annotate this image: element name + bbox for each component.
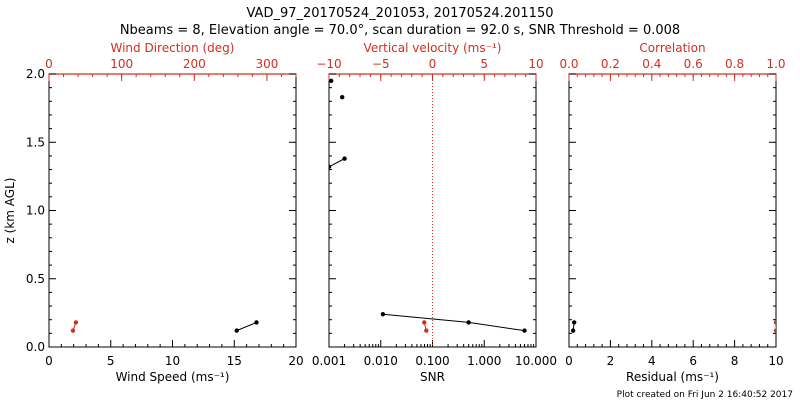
x-tick-label: 0 bbox=[45, 354, 53, 368]
panel-right: 0 2 4 6 8 10 Residual (ms⁻¹) 0.0 0.2 0.4 0.6 0.8 1.0… bbox=[559, 41, 785, 384]
x-tick-label: 10 bbox=[768, 354, 783, 368]
plot-frame bbox=[568, 73, 777, 348]
data-point bbox=[570, 328, 576, 333]
y-tick-label: 1.0 bbox=[26, 204, 45, 218]
data-point bbox=[329, 78, 334, 84]
top-tick-label: 0 bbox=[45, 57, 53, 71]
y-tick-label: 2.0 bbox=[26, 67, 45, 81]
data-point bbox=[773, 320, 776, 325]
x-tick-label: 10 bbox=[165, 354, 180, 368]
x-tick-label: 0.100 bbox=[415, 354, 449, 368]
top-tick-label: 100 bbox=[110, 57, 133, 71]
top-tick-label: 0.4 bbox=[642, 57, 661, 71]
series-line bbox=[236, 321, 257, 332]
series-line bbox=[382, 313, 525, 332]
plot-frame bbox=[48, 73, 297, 348]
plot-credit: Plot created on Fri Jun 2 16:40:52 2017 bbox=[617, 390, 793, 400]
top-axis-label: Correlation bbox=[639, 41, 705, 55]
data-point bbox=[773, 328, 776, 333]
data-point bbox=[254, 320, 259, 325]
top-tick-label: 0.8 bbox=[725, 57, 744, 71]
data-point bbox=[424, 328, 429, 333]
top-tick-label: 200 bbox=[183, 57, 206, 71]
x-tick-label: 0 bbox=[565, 354, 573, 368]
x-tick-label: 4 bbox=[648, 354, 656, 368]
top-tick-label: 10 bbox=[528, 57, 543, 71]
top-tick-label: 1.0 bbox=[766, 57, 785, 71]
y-tick-label: 1.5 bbox=[26, 135, 45, 149]
top-tick-label: 0 bbox=[429, 57, 437, 71]
title-line-1: VAD_97_20170524_201053, 20170524.201150 bbox=[247, 6, 554, 21]
x-axis-label: SNR bbox=[420, 370, 445, 384]
x-axis-label: Residual (ms⁻¹) bbox=[626, 370, 719, 384]
top-tick-label: 5 bbox=[480, 57, 488, 71]
title-line-2: Nbeams = 8, Elevation angle = 70.0°, sca… bbox=[120, 23, 680, 38]
panel-middle: 0.001 0.010 0.100 1.000 10.000 SNR −10 −5 0 5 10 Ve… bbox=[312, 41, 557, 384]
top-axis-label: Vertical velocity (ms⁻¹) bbox=[364, 41, 502, 55]
x-tick-label: 8 bbox=[731, 354, 739, 368]
data-point bbox=[380, 312, 386, 317]
panel-left: 0.0 0.5 1.0 1.5 2.0 z (km AGL) 0 5 10 15 20 Wind Sp… bbox=[3, 41, 304, 384]
x-tick-label: 6 bbox=[689, 354, 697, 368]
x-axis-label: Wind Speed (ms⁻¹) bbox=[116, 370, 230, 384]
x-tick-label: 2 bbox=[607, 354, 615, 368]
data-layer bbox=[329, 78, 527, 333]
data-layer bbox=[570, 320, 776, 333]
data-point bbox=[342, 156, 347, 161]
top-tick-label: 300 bbox=[255, 57, 278, 71]
top-tick-label: 0.0 bbox=[559, 57, 578, 71]
x-tick-label: 10.000 bbox=[515, 354, 557, 368]
top-axis-label: Wind Direction (deg) bbox=[111, 41, 235, 55]
data-point bbox=[234, 328, 239, 333]
series-line bbox=[329, 158, 345, 168]
data-layer bbox=[70, 320, 259, 333]
plot-frame bbox=[328, 73, 537, 348]
data-point bbox=[329, 164, 332, 170]
data-point bbox=[340, 95, 345, 100]
data-point bbox=[571, 320, 577, 325]
data-point bbox=[73, 320, 79, 325]
x-tick-label: 20 bbox=[288, 354, 303, 368]
data-point bbox=[522, 328, 527, 333]
x-tick-label: 5 bbox=[107, 354, 115, 368]
data-point bbox=[70, 328, 76, 333]
top-tick-label: 0.2 bbox=[601, 57, 620, 71]
x-tick-label: 15 bbox=[227, 354, 242, 368]
top-tick-label: 0.6 bbox=[684, 57, 703, 71]
top-tick-label: −5 bbox=[372, 57, 390, 71]
data-point bbox=[466, 320, 471, 325]
data-point bbox=[422, 320, 427, 325]
x-tick-label: 0.001 bbox=[312, 354, 346, 368]
y-tick-label: 0.0 bbox=[26, 340, 45, 354]
x-tick-label: 1.000 bbox=[467, 354, 501, 368]
x-tick-label: 0.010 bbox=[364, 354, 398, 368]
y-axis-label: z (km AGL) bbox=[3, 178, 17, 244]
y-tick-label: 0.5 bbox=[26, 272, 45, 286]
top-tick-label: −10 bbox=[316, 57, 341, 71]
